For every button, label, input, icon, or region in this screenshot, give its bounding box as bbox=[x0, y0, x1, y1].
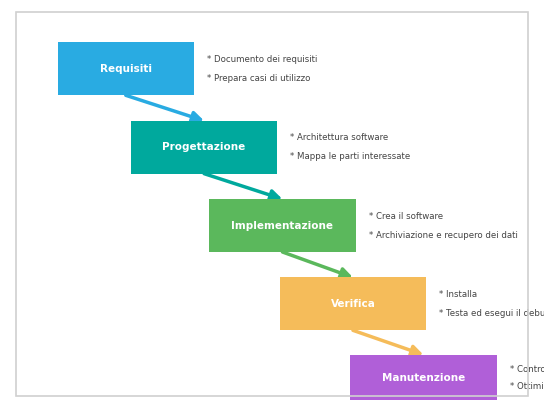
Text: * Archiviazione e recupero dei dati: * Archiviazione e recupero dei dati bbox=[369, 231, 517, 239]
FancyBboxPatch shape bbox=[350, 355, 497, 402]
Text: * Architettura software: * Architettura software bbox=[290, 133, 388, 142]
FancyBboxPatch shape bbox=[209, 199, 356, 252]
Text: Progettazione: Progettazione bbox=[163, 142, 246, 152]
FancyBboxPatch shape bbox=[280, 277, 426, 330]
Text: Requisiti: Requisiti bbox=[100, 64, 152, 74]
Text: Implementazione: Implementazione bbox=[231, 221, 333, 231]
FancyBboxPatch shape bbox=[131, 121, 277, 174]
Text: Manutenzione: Manutenzione bbox=[382, 373, 465, 383]
Text: * Prepara casi di utilizzo: * Prepara casi di utilizzo bbox=[207, 74, 310, 83]
Text: * Testa ed esegui il debug: * Testa ed esegui il debug bbox=[439, 309, 544, 318]
Text: * Mappa le parti interessate: * Mappa le parti interessate bbox=[290, 152, 411, 161]
Text: * Ottimizza funzionalità: * Ottimizza funzionalità bbox=[510, 382, 544, 391]
Text: * Installa: * Installa bbox=[439, 290, 477, 299]
Text: Verifica: Verifica bbox=[331, 299, 375, 309]
Text: * Documento dei requisiti: * Documento dei requisiti bbox=[207, 55, 317, 64]
Text: * Controlla gli errori: * Controlla gli errori bbox=[510, 365, 544, 374]
Text: * Crea il software: * Crea il software bbox=[369, 211, 443, 221]
FancyBboxPatch shape bbox=[58, 42, 194, 95]
